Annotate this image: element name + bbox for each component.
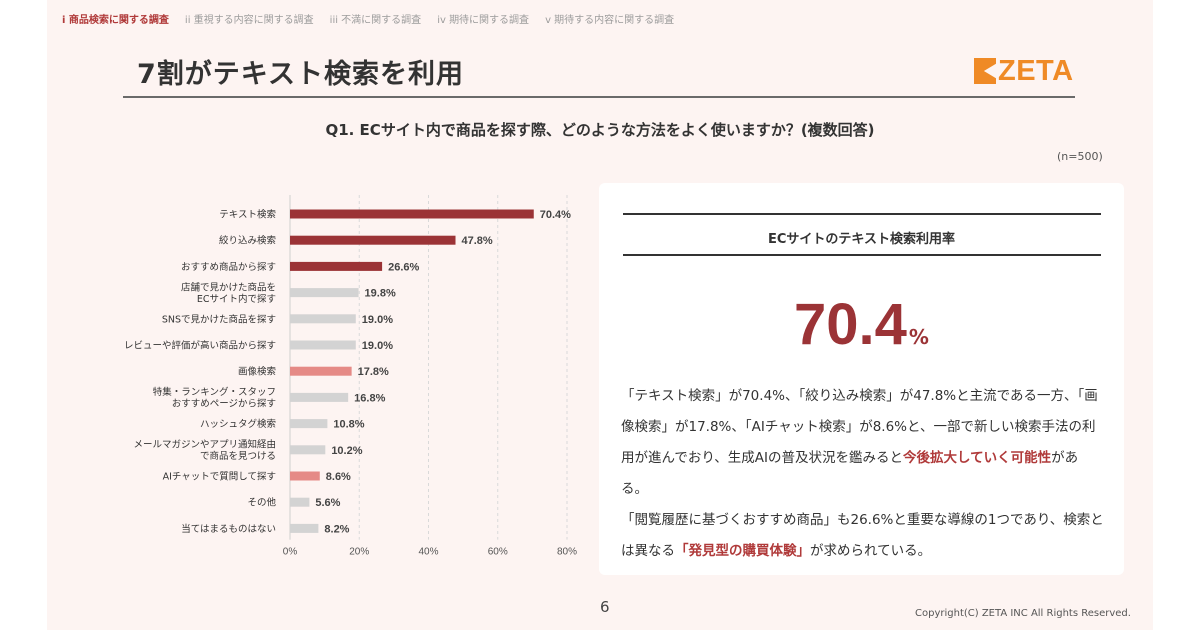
copyright: Copyright(C) ZETA INC All Rights Reserve…	[915, 608, 1131, 619]
section-nav: i 商品検索に関する調査 ii 重視する内容に関する調査 iii 不満に関する調査 i…	[62, 8, 674, 28]
summary-p1-end: がある。	[621, 450, 1079, 497]
panel-divider-bottom	[623, 254, 1101, 256]
value-label-7: 16.8%	[354, 392, 385, 404]
title-divider	[123, 96, 1075, 98]
category-label-9: メールマガジンやアプリ通知経由で商品を見つける	[133, 439, 276, 463]
value-label-12: 8.2%	[324, 523, 349, 535]
bar-12	[290, 523, 319, 533]
category-label-1: 絞り込み検索	[219, 235, 276, 247]
value-label-1: 47.8%	[462, 235, 493, 247]
logo-mark-icon	[974, 58, 996, 84]
headline-unit: %	[908, 325, 929, 349]
bar-2	[290, 261, 383, 271]
nav-item-4[interactable]: iv 期待に関する調査	[437, 14, 530, 26]
x-tick-label-4: 80%	[557, 547, 577, 558]
value-label-9: 10.2%	[331, 445, 362, 457]
category-label-11: その他	[247, 497, 276, 509]
value-label-10: 8.6%	[326, 471, 351, 483]
nav-item-2[interactable]: ii 重視する内容に関する調査	[184, 14, 314, 26]
value-label-5: 19.0%	[362, 340, 393, 352]
category-label-7: 特集・ランキング・スタッフおすすめページから探す	[153, 386, 276, 410]
category-label-2: おすすめ商品から探す	[181, 261, 276, 273]
bar-9	[290, 445, 326, 455]
value-label-11: 5.6%	[315, 497, 340, 509]
logo-text: ZETA	[998, 55, 1074, 87]
page-title: 7割がテキスト検索を利用	[137, 59, 464, 90]
value-label-4: 19.0%	[362, 314, 393, 326]
bar-3	[290, 288, 359, 298]
slide: i 商品検索に関する調査 ii 重視する内容に関する調査 iii 不満に関する調査 i…	[47, 0, 1153, 630]
bar-1	[290, 235, 456, 245]
sample-size: (n=500)	[1057, 150, 1103, 163]
page-number: 6	[600, 598, 610, 616]
summary-p2: 「閲覧履歴に基づくおすすめ商品」も26.6%と重要な導線の1つであり、検索とは異…	[621, 512, 1104, 559]
summary-text: 「テキスト検索」が70.4%、「絞り込み検索」が47.8%と主流である一方、「画…	[621, 381, 1105, 567]
category-label-0: テキスト検索	[219, 209, 276, 221]
x-tick-label-3: 60%	[488, 547, 508, 558]
summary-p1: 「テキスト検索」が70.4%、「絞り込み検索」が47.8%と主流である一方、「画…	[621, 388, 1098, 466]
x-tick-label-0: 0%	[283, 547, 298, 558]
bar-7	[290, 392, 349, 402]
headline-value: 70.4	[794, 292, 907, 357]
category-label-12: 当てはまるものはない	[181, 523, 276, 535]
bar-11	[290, 497, 310, 507]
summary-p2-emphasis: 「発見型の購買体験」	[675, 543, 810, 559]
category-label-6: 画像検索	[238, 366, 276, 378]
bar-8	[290, 419, 328, 429]
value-label-0: 70.4%	[540, 209, 571, 221]
x-tick-label-2: 40%	[418, 547, 438, 558]
x-tick-label-1: 20%	[349, 547, 369, 558]
category-label-10: AIチャットで質問して探す	[163, 471, 276, 483]
question-text: Q1. ECサイト内で商品を探す際、どのような方法をよく使いますか？(複数回答)	[325, 121, 875, 139]
zeta-logo: ZETA	[974, 55, 1074, 87]
summary-panel: ECサイトのテキスト検索利用率 70.4% 「テキスト検索」が70.4%、「絞り…	[599, 183, 1124, 575]
value-label-3: 19.8%	[365, 288, 396, 300]
value-label-6: 17.8%	[358, 366, 389, 378]
nav-item-1[interactable]: i 商品検索に関する調査	[62, 14, 169, 26]
bar-10	[290, 471, 320, 481]
nav-item-5[interactable]: v 期待する内容に関する調査	[545, 14, 675, 26]
summary-p2-end: が求められている。	[810, 543, 932, 559]
panel-divider-top	[623, 213, 1101, 215]
category-label-5: レビューや評価が高い商品から探す	[124, 340, 276, 352]
value-label-2: 26.6%	[388, 261, 419, 273]
bar-chart: テキスト検索 70.4% 絞り込み検索 47.8% おすすめ商品から探す 26.6% 店舗で…	[124, 195, 577, 558]
headline-figure: 70.4%	[599, 291, 1124, 358]
category-label-8: ハッシュタグ検索	[200, 418, 276, 430]
value-label-8: 10.8%	[333, 419, 364, 431]
summary-p1-emphasis: 今後拡大していく可能性	[903, 450, 1052, 466]
bar-5	[290, 340, 356, 350]
category-label-3: 店舗で見かけた商品を ECサイト内で探す	[181, 281, 276, 305]
bar-4	[290, 314, 356, 324]
panel-title: ECサイトのテキスト検索利用率	[767, 232, 956, 247]
nav-item-3[interactable]: iii 不満に関する調査	[329, 14, 422, 26]
category-label-4: SNSで見かけた商品を探す	[162, 313, 276, 325]
bar-6	[290, 366, 352, 376]
bar-0	[290, 209, 534, 219]
